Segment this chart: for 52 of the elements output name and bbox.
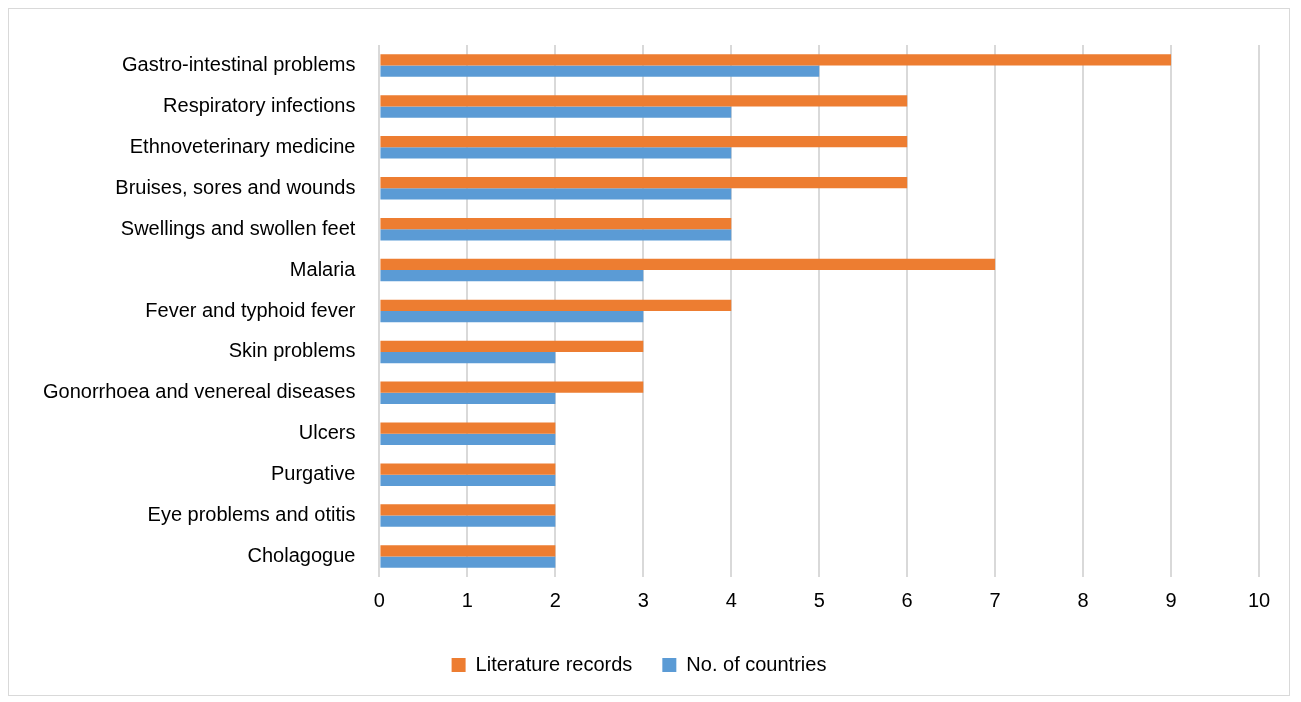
bar bbox=[380, 217, 732, 230]
legend-label: Literature records bbox=[475, 652, 633, 675]
legend-label: No. of countries bbox=[686, 652, 827, 675]
bar bbox=[380, 422, 556, 434]
bar bbox=[380, 188, 732, 200]
bar bbox=[380, 299, 732, 311]
bar bbox=[380, 311, 644, 323]
x-tick-label: 7 bbox=[989, 588, 1001, 611]
y-tick-label: Skin problems bbox=[228, 339, 356, 362]
y-tick-label: Fever and typhoid fever bbox=[145, 298, 356, 321]
bar bbox=[380, 351, 556, 364]
y-tick-label: Gonorrhoea and venereal diseases bbox=[42, 380, 356, 403]
y-tick-label: Swellings and swollen feet bbox=[120, 216, 356, 239]
bar bbox=[380, 392, 556, 405]
y-tick-label: Cholagogue bbox=[247, 544, 356, 567]
y-tick-label: Ethnoveterinary medicine bbox=[129, 134, 356, 157]
y-tick-label: Malaria bbox=[289, 257, 357, 280]
y-tick-label: Bruises, sores and wounds bbox=[115, 175, 356, 198]
x-tick-label: 2 bbox=[549, 588, 561, 611]
x-tick-label: 8 bbox=[1077, 588, 1089, 611]
bar bbox=[380, 229, 732, 241]
y-tick-label: Purgative bbox=[270, 462, 356, 485]
x-tick-label: 9 bbox=[1165, 588, 1177, 611]
bar bbox=[380, 474, 556, 486]
bar bbox=[380, 381, 644, 393]
bar bbox=[380, 176, 908, 189]
x-tick-label: 0 bbox=[373, 588, 385, 611]
x-tick-label: 10 bbox=[1247, 588, 1271, 611]
bar bbox=[380, 258, 996, 271]
bar bbox=[380, 147, 732, 159]
x-tick-label: 3 bbox=[637, 588, 649, 611]
y-tick-label: Ulcers bbox=[298, 421, 356, 444]
bar bbox=[380, 270, 644, 282]
bar bbox=[380, 65, 820, 77]
y-tick-label: Respiratory infections bbox=[163, 93, 356, 116]
bar bbox=[380, 136, 908, 148]
y-tick-label: Gastro-intestinal problems bbox=[121, 52, 356, 75]
bar bbox=[380, 556, 556, 568]
x-tick-label: 6 bbox=[901, 588, 913, 611]
bar bbox=[380, 545, 556, 557]
bar bbox=[380, 463, 556, 475]
bar bbox=[380, 504, 556, 516]
x-tick-label: 4 bbox=[725, 588, 737, 611]
bar bbox=[380, 106, 732, 118]
bar bbox=[380, 95, 908, 107]
bar bbox=[380, 54, 1172, 66]
bar bbox=[380, 433, 556, 446]
x-tick-label: 5 bbox=[813, 588, 825, 611]
x-tick-label: 1 bbox=[461, 588, 473, 611]
bar bbox=[380, 515, 556, 527]
y-tick-label: Eye problems and otitis bbox=[147, 503, 356, 526]
bar bbox=[380, 340, 644, 352]
